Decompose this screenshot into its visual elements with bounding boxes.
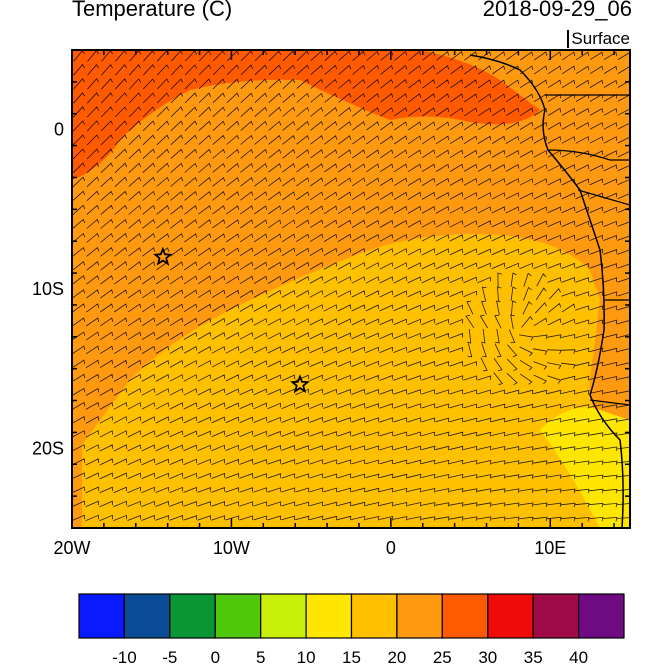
colorbar-swatch (396, 593, 443, 639)
axis-ticks (71, 49, 630, 529)
colorbar-label: 25 (433, 648, 452, 667)
x-tick-label: 20W (53, 538, 90, 558)
colorbar-label: 40 (569, 648, 588, 667)
level-label: Surface (567, 30, 630, 48)
colorbar-label: 20 (387, 648, 406, 667)
colorbar-swatch (260, 593, 307, 639)
y-tick-label: 0 (54, 120, 64, 140)
map-markers (153, 246, 310, 394)
colorbar-swatch (305, 593, 353, 639)
colorbar-swatch (123, 593, 171, 639)
colorbar-label: 15 (342, 648, 361, 667)
coastline (469, 54, 624, 528)
colorbar-swatch (487, 593, 534, 639)
field-mild (82, 234, 630, 528)
plot-title: Temperature (C) (72, 0, 233, 21)
colorbar-swatch (214, 593, 262, 639)
colorbar-label: 30 (478, 648, 497, 667)
field-hot (72, 50, 540, 180)
star-marker (153, 246, 173, 266)
x-tick-label: 10W (213, 538, 250, 558)
colorbar-swatch (441, 593, 489, 639)
star-marker (290, 374, 310, 394)
colorbar-swatch (350, 593, 398, 639)
colorbar-label: 10 (297, 648, 316, 667)
y-tick-label: 20S (32, 438, 64, 458)
colorbar-swatch (577, 593, 625, 639)
colorbar: -10 -5 0 5 10 15 20 25 30 35 40 (78, 593, 625, 667)
map-area (72, 50, 630, 528)
colorbar-swatch (169, 593, 216, 639)
colorbar-label: -5 (162, 648, 177, 667)
map-frame (71, 49, 631, 529)
colorbar-label: 5 (256, 648, 265, 667)
colorbar-label: 0 (211, 648, 220, 667)
colorbar-swatch (532, 593, 580, 639)
field-land (540, 95, 630, 420)
colorbar-swatch (78, 593, 126, 639)
y-tick-label: 10S (32, 279, 64, 299)
colorbar-label: 35 (524, 648, 543, 667)
field-cool (540, 407, 630, 528)
x-tick-label: 10E (534, 538, 566, 558)
x-tick-label: 0 (386, 538, 396, 558)
plot-datetime: 2018-09-29_06 (482, 0, 632, 21)
axis-tick-labels: 20W 10W 0 10E 0 10S 20S (32, 120, 566, 558)
colorbar-label: -10 (112, 648, 137, 667)
